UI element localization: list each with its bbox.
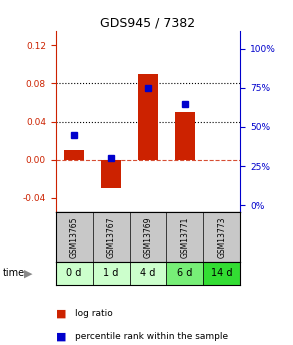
Text: ▶: ▶ <box>24 268 33 278</box>
Title: GDS945 / 7382: GDS945 / 7382 <box>100 17 195 30</box>
Bar <box>64 150 84 160</box>
Bar <box>130 262 166 285</box>
Text: GSM13773: GSM13773 <box>217 216 226 258</box>
Text: time: time <box>3 268 25 278</box>
Bar <box>138 74 158 160</box>
Text: percentile rank within the sample: percentile rank within the sample <box>75 332 228 341</box>
Text: log ratio: log ratio <box>75 309 113 318</box>
Bar <box>203 262 240 285</box>
Bar <box>166 262 203 285</box>
Text: GSM13767: GSM13767 <box>107 216 115 258</box>
Text: ■: ■ <box>56 309 66 319</box>
Text: 1 d: 1 d <box>103 268 119 278</box>
Bar <box>175 112 195 160</box>
Text: 6 d: 6 d <box>177 268 193 278</box>
Bar <box>56 262 93 285</box>
Text: GSM13765: GSM13765 <box>70 216 79 258</box>
Text: 4 d: 4 d <box>140 268 156 278</box>
Bar <box>93 262 130 285</box>
Text: GSM13771: GSM13771 <box>180 217 189 258</box>
Text: ■: ■ <box>56 332 66 341</box>
Text: 0 d: 0 d <box>67 268 82 278</box>
Bar <box>101 160 121 188</box>
Text: GSM13769: GSM13769 <box>144 216 152 258</box>
Text: 14 d: 14 d <box>211 268 233 278</box>
